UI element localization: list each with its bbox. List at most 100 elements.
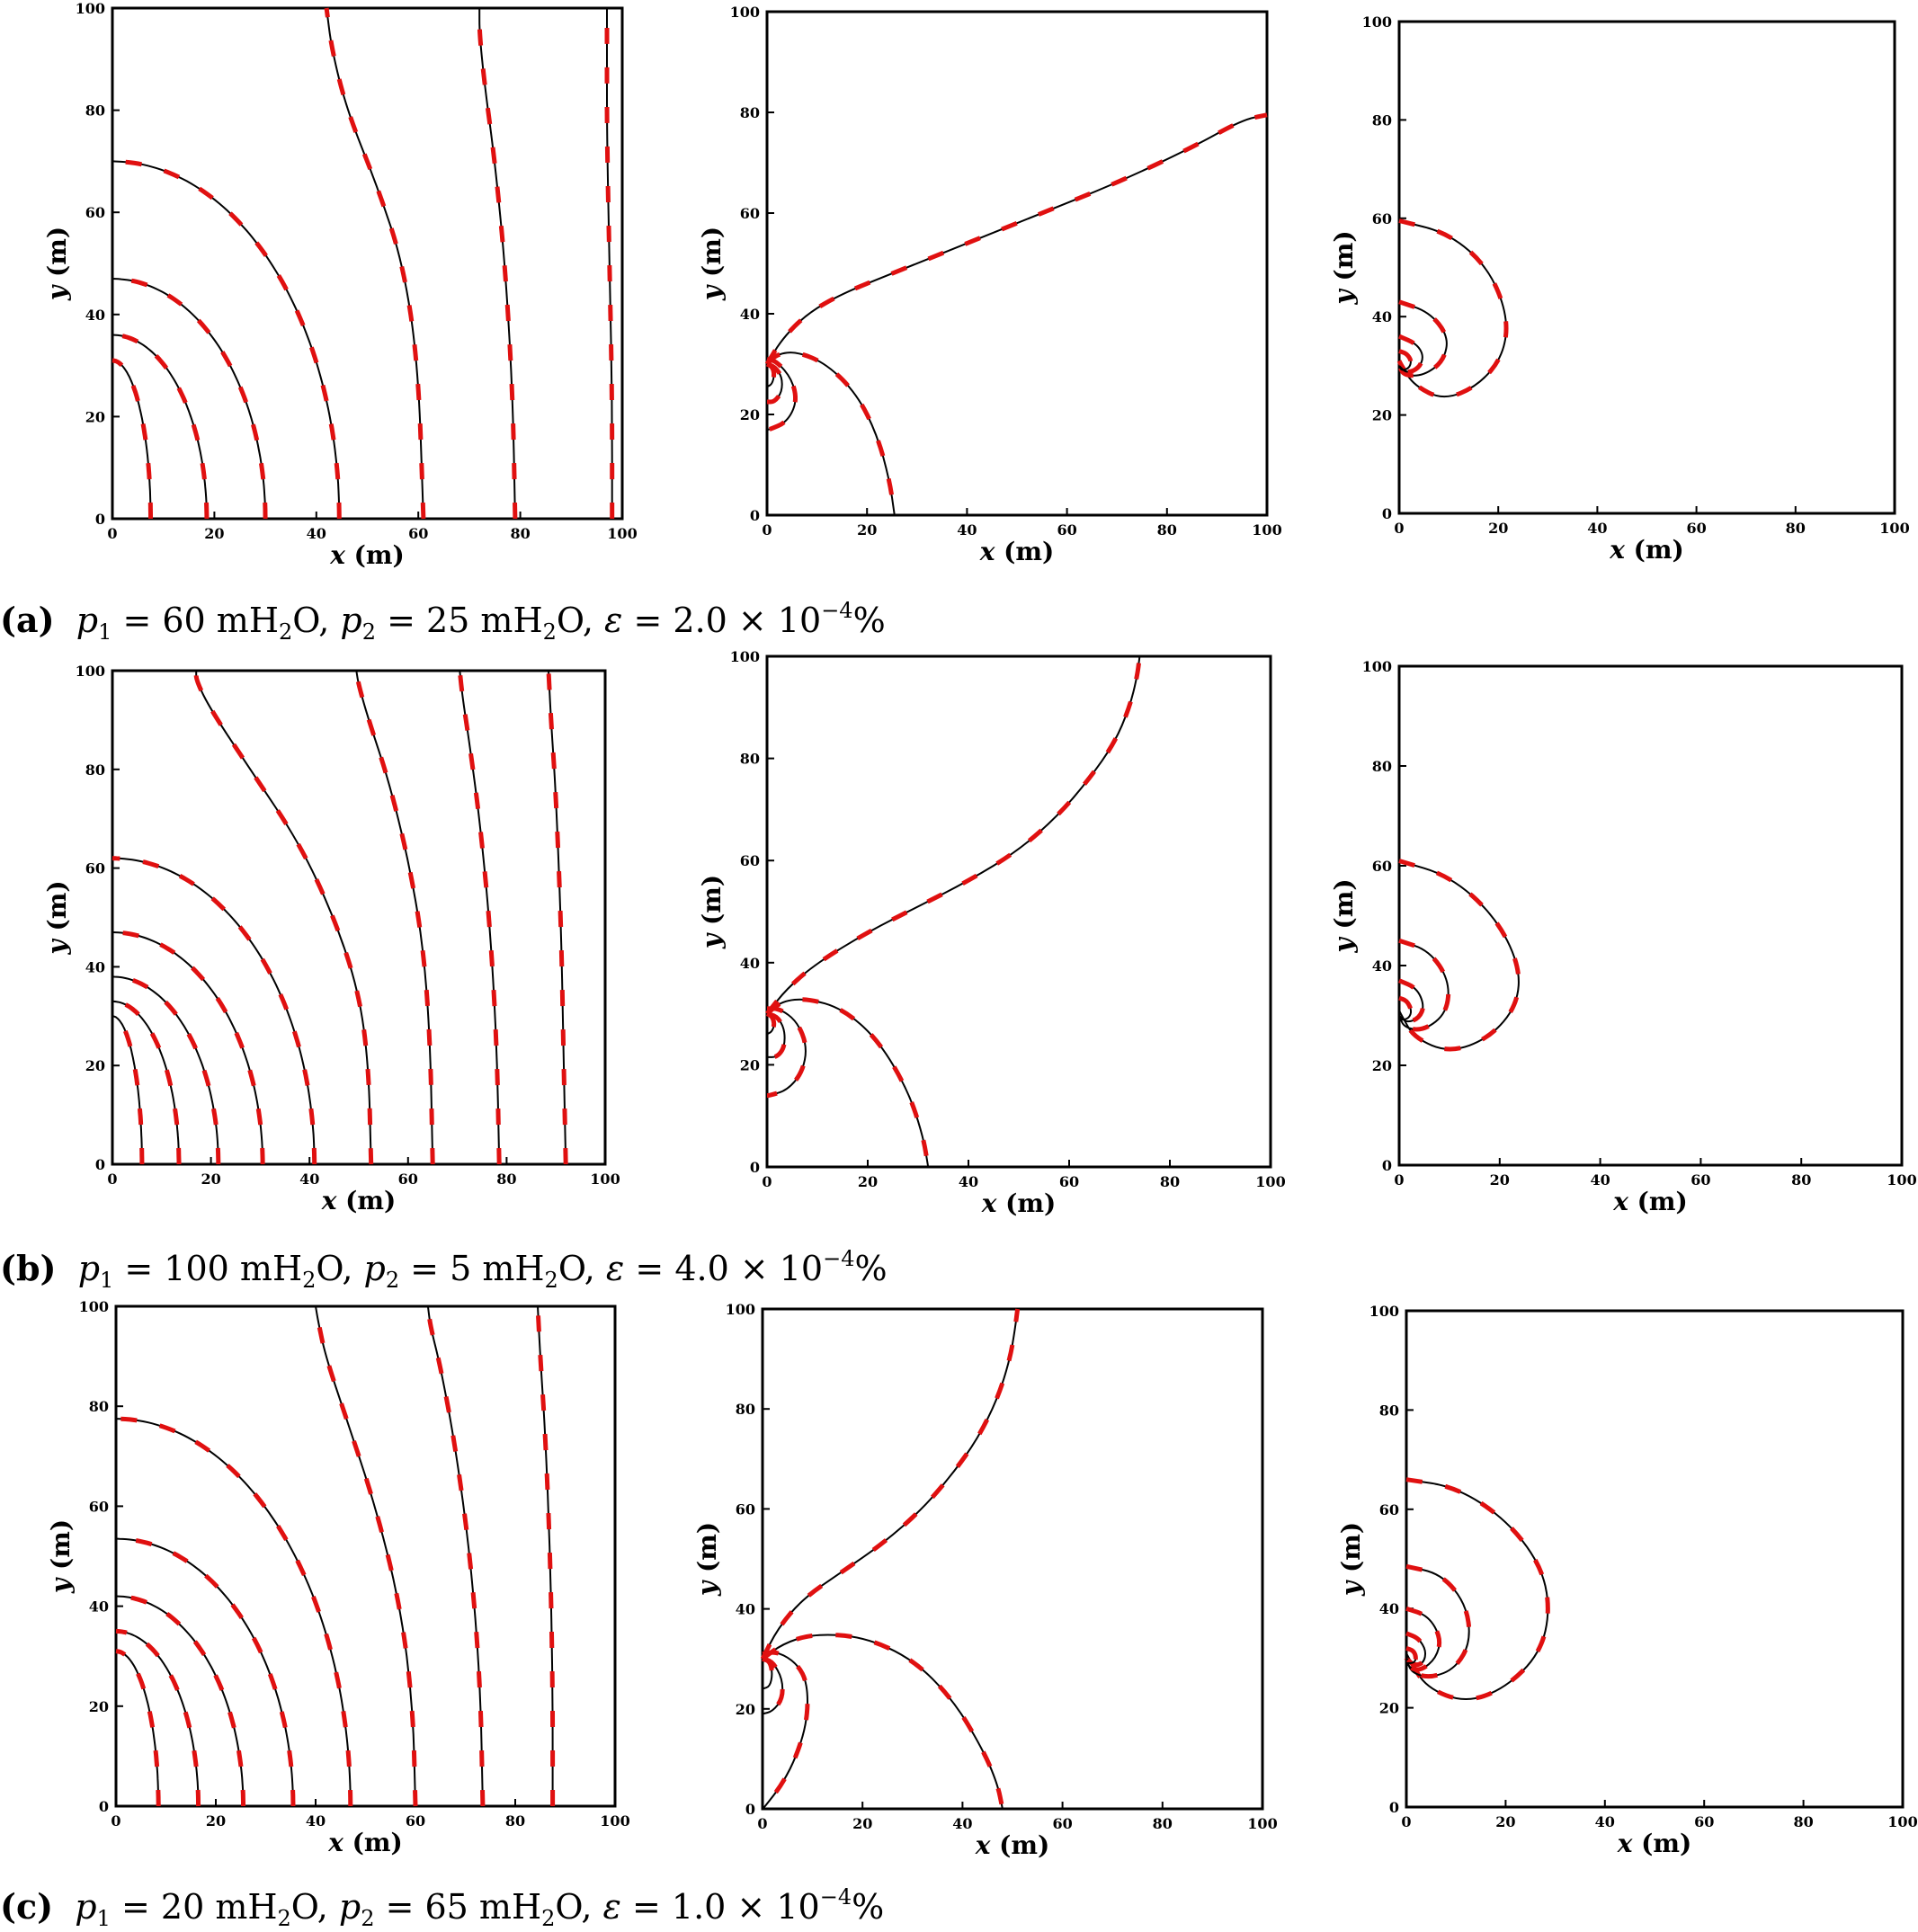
a-3-contour-dashed-0: [1396, 218, 1509, 399]
b-2-y-tick-label: 80: [740, 751, 760, 768]
c-2-y-axis-label: y (m): [692, 1522, 722, 1597]
c-1-x-tick-label: 40: [306, 1812, 326, 1830]
b-2-x-tick-label: 60: [1059, 1173, 1079, 1190]
b-3-x-tick-label: 0: [1394, 1171, 1404, 1189]
b-3-y-tick-label: 100: [1362, 658, 1392, 675]
b-1-x-axis-label: x (m): [321, 1186, 397, 1215]
a-2-contour-dashed-0: [764, 112, 1268, 366]
b-2-contour-line-0: [766, 655, 1141, 1015]
c-2-contour-dashed-2: [761, 1650, 810, 1811]
c-1-contour-dashed-5: [313, 1305, 418, 1807]
c-3-contour-dashed-1: [1404, 1563, 1472, 1679]
c-2-contour-dashed-1: [761, 1633, 1005, 1810]
b-2-contour-dashed-0: [765, 655, 1142, 1016]
c-2-x-tick-label: 80: [1153, 1815, 1173, 1832]
a-3-y-tick-label: 80: [1372, 111, 1392, 129]
b-3-plot-frame: [1397, 664, 1904, 1167]
b-1-y-tick-label: 60: [85, 860, 105, 877]
c-2-x-tick-label: 40: [952, 1815, 972, 1832]
c-1-x-tick-label: 60: [406, 1812, 425, 1830]
a-1-y-tick-label: 40: [85, 307, 105, 324]
a-3-y-tick-label: 0: [1382, 505, 1392, 522]
a-1-contour-dashed-0: [112, 358, 153, 519]
a-2-x-tick-label: 0: [762, 521, 772, 539]
b-3-x-tick-label: 100: [1887, 1171, 1916, 1189]
c-3-y-tick-label: 100: [1369, 1303, 1399, 1320]
b-1-contour-line-8: [548, 670, 567, 1165]
b-2-y-tick-label: 20: [740, 1056, 760, 1073]
b-1-y-tick-label: 80: [85, 761, 105, 779]
b-2-y-tick-label: 0: [750, 1159, 760, 1176]
a-2-contour-line-1: [766, 352, 896, 516]
c-2-contour-line-2: [762, 1652, 809, 1810]
b-2-x-tick-label: 40: [959, 1173, 978, 1190]
c-1-y-tick-label: 60: [89, 1498, 109, 1515]
a-3-contour-dashed-3: [1396, 349, 1414, 372]
b-3-y-axis-label: y (m): [1329, 878, 1359, 953]
b-1-x-tick-label: 0: [107, 1171, 117, 1188]
caption-b: (b) p1 = 100 mH2O, p2 = 5 mH2O, ε = 4.0 …: [0, 1246, 888, 1293]
b-3-y-tick-label: 40: [1372, 957, 1392, 975]
c-1-contour-line-2: [115, 1595, 245, 1807]
c-3-x-axis-label: x (m): [1617, 1829, 1692, 1858]
b-1-x-tick-label: 100: [590, 1171, 620, 1188]
a-1-contour-line-0: [112, 359, 152, 519]
a-3-y-tick-label: 20: [1372, 407, 1392, 424]
c-2-x-axis-label: x (m): [975, 1830, 1050, 1860]
b-2-plot-frame: [765, 654, 1272, 1169]
a-2-contour-dashed-1: [765, 350, 897, 516]
c-1-y-tick-label: 80: [89, 1398, 109, 1415]
a-1-contour-dashed-1: [112, 333, 210, 519]
c-1-x-tick-label: 20: [206, 1812, 226, 1830]
c-1-y-tick-label: 40: [89, 1598, 109, 1616]
a-2-y-tick-label: 20: [740, 406, 760, 423]
a-2-y-axis-label: y (m): [697, 227, 727, 301]
b-1-contour-line-7: [459, 670, 501, 1165]
b-2-contour-dashed-4: [765, 1011, 777, 1037]
a-3-x-axis-label: x (m): [1609, 535, 1684, 565]
c-2-y-tick-label: 0: [745, 1801, 755, 1818]
c-1-contour-dashed-4: [115, 1416, 353, 1807]
b-2-x-tick-label: 80: [1160, 1173, 1180, 1190]
b-2-x-axis-label: x (m): [981, 1189, 1057, 1218]
c-3-plot-frame: [1405, 1309, 1905, 1809]
b-1-contour-dashed-8: [546, 670, 568, 1165]
b-1-x-tick-label: 40: [299, 1171, 319, 1188]
a-2-x-tick-label: 100: [1252, 521, 1281, 539]
c-2-x-tick-label: 100: [1247, 1815, 1277, 1832]
c-3-y-tick-label: 20: [1379, 1700, 1399, 1717]
b-2-x-tick-label: 100: [1255, 1173, 1285, 1190]
a-1-contour-dashed-3: [112, 158, 342, 520]
c-3-x-tick-label: 0: [1401, 1813, 1411, 1830]
c-2-x-tick-label: 0: [757, 1815, 767, 1832]
c-2-x-tick-label: 20: [852, 1815, 872, 1832]
b-1-y-axis-label: y (m): [42, 880, 72, 955]
c-1-contour-dashed-6: [425, 1305, 486, 1807]
c-2-y-tick-label: 40: [736, 1601, 755, 1618]
c-1-contour-line-3: [115, 1537, 294, 1807]
b-1-x-tick-label: 20: [201, 1171, 220, 1188]
b-2-contour-dashed-2: [766, 1006, 808, 1098]
a-1-contour-line-6: [605, 8, 613, 519]
c-3-x-tick-label: 60: [1694, 1813, 1714, 1830]
c-3-x-tick-label: 80: [1793, 1813, 1813, 1830]
a-3-contour-dashed-1: [1396, 299, 1450, 378]
a-1-plot-frame: [111, 6, 624, 521]
a-3-x-tick-label: 100: [1879, 520, 1909, 537]
c-3-contour-line-0: [1405, 1478, 1549, 1700]
c-3-x-tick-label: 20: [1495, 1813, 1515, 1830]
caption-a: (a) p1 = 60 mH2O, p2 = 25 mH2O, ε = 2.0 …: [0, 598, 886, 645]
c-2-y-tick-label: 60: [736, 1500, 755, 1518]
a-3-x-tick-label: 40: [1587, 520, 1607, 537]
a-1-y-tick-label: 60: [85, 204, 105, 221]
a-3-y-tick-label: 100: [1362, 13, 1392, 31]
c-2-y-tick-label: 100: [726, 1301, 755, 1318]
b-1-x-tick-label: 60: [398, 1171, 418, 1188]
a-3-x-tick-label: 80: [1786, 520, 1806, 537]
a-2-x-axis-label: x (m): [979, 537, 1055, 566]
a-2-y-tick-label: 0: [750, 507, 760, 524]
b-1-y-tick-label: 40: [85, 958, 105, 975]
c-2-contour-dashed-0: [760, 1308, 1021, 1660]
c-1-contour-line-4: [115, 1418, 352, 1807]
